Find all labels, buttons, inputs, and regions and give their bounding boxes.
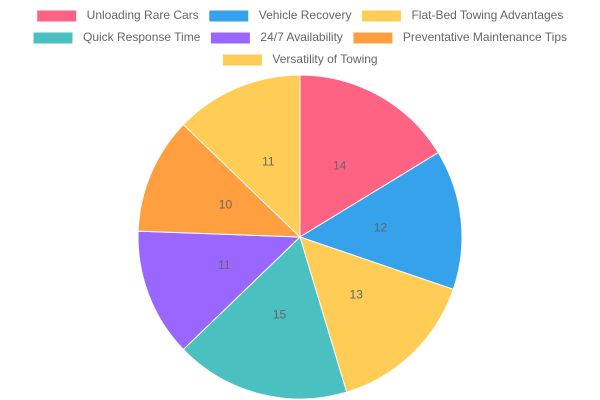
legend-label: Versatility of Towing bbox=[272, 52, 377, 66]
legend-swatch bbox=[209, 31, 251, 45]
pie-slice bbox=[182, 236, 348, 400]
pie-slice bbox=[298, 151, 463, 290]
legend-label: 24/7 Availability bbox=[260, 30, 343, 44]
legend-item: Vehicle Recovery bbox=[208, 8, 352, 23]
data-label: 11 bbox=[218, 258, 231, 272]
legend-item: Flat-Bed Towing Advantages bbox=[360, 8, 563, 23]
legend-label: Unloading Rare Cars bbox=[87, 8, 199, 22]
data-label: 12 bbox=[374, 220, 388, 234]
legend-swatch bbox=[32, 31, 74, 45]
legend-item: Quick Response Time bbox=[32, 30, 201, 45]
legend-item: Preventative Maintenance Tips bbox=[352, 30, 567, 45]
legend-label: Quick Response Time bbox=[83, 30, 201, 44]
pie-slice bbox=[299, 74, 439, 238]
pie-slice bbox=[137, 230, 302, 351]
legend-item: Versatility of Towing bbox=[221, 52, 378, 67]
legend-label: Flat-Bed Towing Advantages bbox=[411, 8, 563, 22]
data-label: 13 bbox=[350, 287, 364, 301]
legend-swatch bbox=[36, 9, 78, 23]
legend-label: Vehicle Recovery bbox=[259, 8, 352, 22]
pie-slice bbox=[137, 123, 302, 238]
legend-swatch bbox=[221, 53, 263, 67]
data-label: 14 bbox=[333, 159, 347, 173]
data-label: 15 bbox=[273, 308, 287, 322]
pie-slice bbox=[182, 74, 301, 239]
legend-item: 24/7 Availability bbox=[209, 30, 343, 45]
legend-label: Preventative Maintenance Tips bbox=[403, 30, 567, 44]
legend-item: Unloading Rare Cars bbox=[36, 8, 199, 23]
legend-swatch bbox=[352, 31, 394, 45]
data-label: 11 bbox=[262, 155, 275, 169]
data-label: 10 bbox=[219, 197, 233, 211]
legend-swatch bbox=[360, 9, 402, 23]
pie-slice bbox=[299, 236, 454, 393]
legend-swatch bbox=[208, 9, 250, 23]
